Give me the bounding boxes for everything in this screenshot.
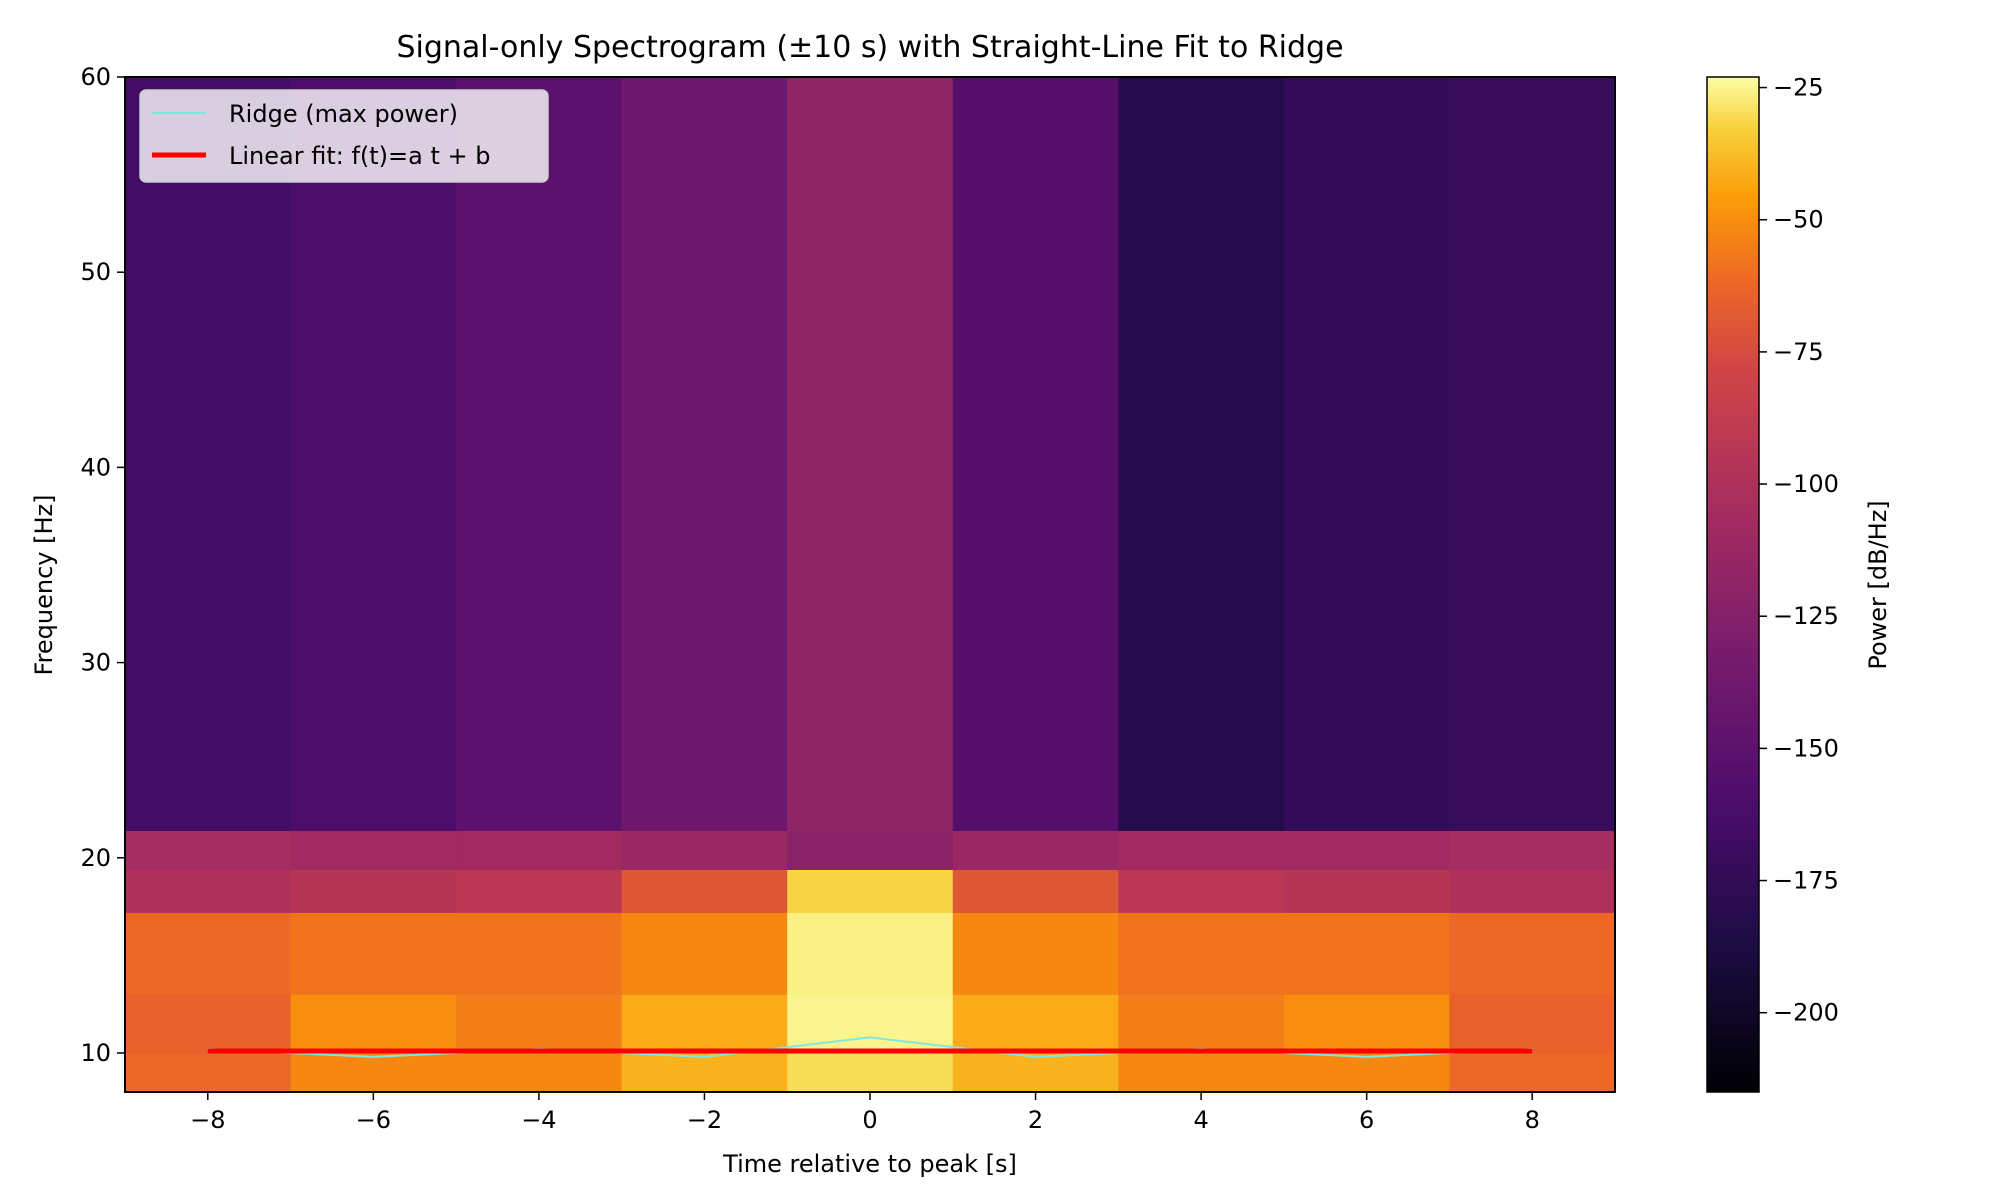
- spectrogram-heatmap: [125, 77, 1615, 1092]
- heatmap-cell-0-6: [1118, 1052, 1285, 1092]
- heatmap-cell-2-3: [621, 912, 788, 995]
- heatmap-cell-4-5: [952, 830, 1119, 870]
- heatmap-cell-0-5: [952, 1052, 1119, 1092]
- heatmap-cell-0-2: [456, 1052, 623, 1092]
- heatmap-cell-2-2: [456, 912, 623, 995]
- heatmap-cell-2-7: [1283, 912, 1450, 995]
- heatmap-cell-5-7: [1283, 77, 1450, 831]
- heatmap-cell-3-5: [952, 869, 1119, 913]
- heatmap-cell-5-2: [456, 77, 623, 831]
- heatmap-cell-5-3: [621, 77, 788, 831]
- heatmap-cell-2-5: [952, 912, 1119, 995]
- heatmap-cell-5-8: [1449, 77, 1615, 831]
- heatmap-cell-1-3: [621, 994, 788, 1054]
- heatmap-cell-3-7: [1283, 869, 1450, 913]
- x-tick-label: −4: [521, 1106, 556, 1134]
- colorbar-tick-label: −200: [1773, 999, 1839, 1027]
- heatmap-cell-1-2: [456, 994, 623, 1054]
- heatmap-cell-5-4: [787, 77, 954, 831]
- y-tick-label: 30: [80, 649, 111, 677]
- heatmap-cell-3-4: [787, 869, 954, 913]
- heatmap-cell-5-0: [125, 77, 292, 831]
- colorbar-tick-label: −175: [1773, 867, 1839, 895]
- heatmap-cell-3-1: [290, 869, 457, 913]
- y-tick-label: 60: [80, 63, 111, 91]
- heatmap-cell-4-3: [621, 830, 788, 870]
- heatmap-cell-5-1: [290, 77, 457, 831]
- heatmap-cell-1-5: [952, 994, 1119, 1054]
- chart-title: Signal-only Spectrogram (±10 s) with Str…: [396, 30, 1343, 65]
- x-tick-label: −8: [190, 1106, 225, 1134]
- heatmap-cell-2-8: [1449, 912, 1615, 995]
- heatmap-cell-0-0: [125, 1052, 292, 1092]
- heatmap-cell-3-6: [1118, 869, 1285, 913]
- colorbar-tick-label: −100: [1773, 470, 1839, 498]
- heatmap-cell-5-5: [952, 77, 1119, 831]
- heatmap-cell-5-6: [1118, 77, 1285, 831]
- x-tick-label: 2: [1028, 1106, 1043, 1134]
- x-tick-label: 8: [1525, 1106, 1540, 1134]
- y-tick-label: 20: [80, 844, 111, 872]
- colorbar-tick-label: −125: [1773, 602, 1839, 630]
- ridge-line: [207, 1036, 1533, 1058]
- heatmap-cell-1-8: [1449, 994, 1615, 1054]
- heatmap-cell-3-8: [1449, 869, 1615, 913]
- heatmap-cell-2-6: [1118, 912, 1285, 995]
- colorbar-tick-label: −150: [1773, 734, 1839, 762]
- legend-label-ridge: Ridge (max power): [229, 100, 458, 128]
- heatmap-cell-2-4: [787, 912, 954, 995]
- y-tick-label: 10: [80, 1039, 111, 1067]
- x-tick-label: 6: [1359, 1106, 1374, 1134]
- x-tick-label: −6: [356, 1106, 391, 1134]
- x-axis-ticks: −8 −6 −4 −2 0 2 4 6 8: [190, 1092, 1540, 1134]
- heatmap-cell-1-7: [1283, 994, 1450, 1054]
- legend: Ridge (max power) Linear fit: f(t)=a t +…: [139, 89, 549, 183]
- heatmap-cell-1-6: [1118, 994, 1285, 1054]
- heatmap-cell-4-6: [1118, 830, 1285, 870]
- heatmap-cell-1-0: [125, 994, 292, 1054]
- colorbar-tick-label: −25: [1773, 74, 1824, 102]
- y-axis-label: Frequency [Hz]: [30, 495, 58, 676]
- plot-lines: [207, 1036, 1533, 1058]
- heatmap-cell-4-8: [1449, 830, 1615, 870]
- heatmap-cell-3-2: [456, 869, 623, 913]
- legend-label-linear-fit: Linear fit: f(t)=a t + b: [229, 142, 491, 170]
- heatmap-cell-2-0: [125, 912, 292, 995]
- x-tick-label: 0: [862, 1106, 877, 1134]
- heatmap-cell-0-7: [1283, 1052, 1450, 1092]
- heatmap-cell-0-8: [1449, 1052, 1615, 1092]
- heatmap-cell-4-2: [456, 830, 623, 870]
- heatmap-cell-2-1: [290, 912, 457, 995]
- colorbar: [1706, 76, 1760, 1093]
- y-tick-label: 50: [80, 258, 111, 286]
- y-axis-ticks: 10 20 30 40 50 60: [80, 63, 125, 1067]
- heatmap-cell-4-1: [290, 830, 457, 870]
- heatmap-cell-3-0: [125, 869, 292, 913]
- heatmap-cell-3-3: [621, 869, 788, 913]
- colorbar-label: Power [dB/Hz]: [1864, 500, 1892, 669]
- colorbar-ticks: −25 −50 −75 −100 −125 −150 −175 −200: [1759, 74, 1839, 1027]
- x-tick-label: −2: [687, 1106, 722, 1134]
- heatmap-cell-0-1: [290, 1052, 457, 1092]
- legend-box: [139, 89, 549, 183]
- heatmap-cell-4-7: [1283, 830, 1450, 870]
- x-tick-label: 4: [1193, 1106, 1208, 1134]
- x-axis-label: Time relative to peak [s]: [722, 1150, 1017, 1178]
- heatmap-cell-0-3: [621, 1052, 788, 1092]
- colorbar-tick-label: −75: [1773, 338, 1824, 366]
- heatmap-cell-4-4: [787, 830, 954, 870]
- heatmap-cell-4-0: [125, 830, 292, 870]
- heatmap-cell-0-4: [787, 1052, 954, 1092]
- y-tick-label: 40: [80, 453, 111, 481]
- colorbar-tick-label: −50: [1773, 206, 1824, 234]
- heatmap-cell-1-1: [290, 994, 457, 1054]
